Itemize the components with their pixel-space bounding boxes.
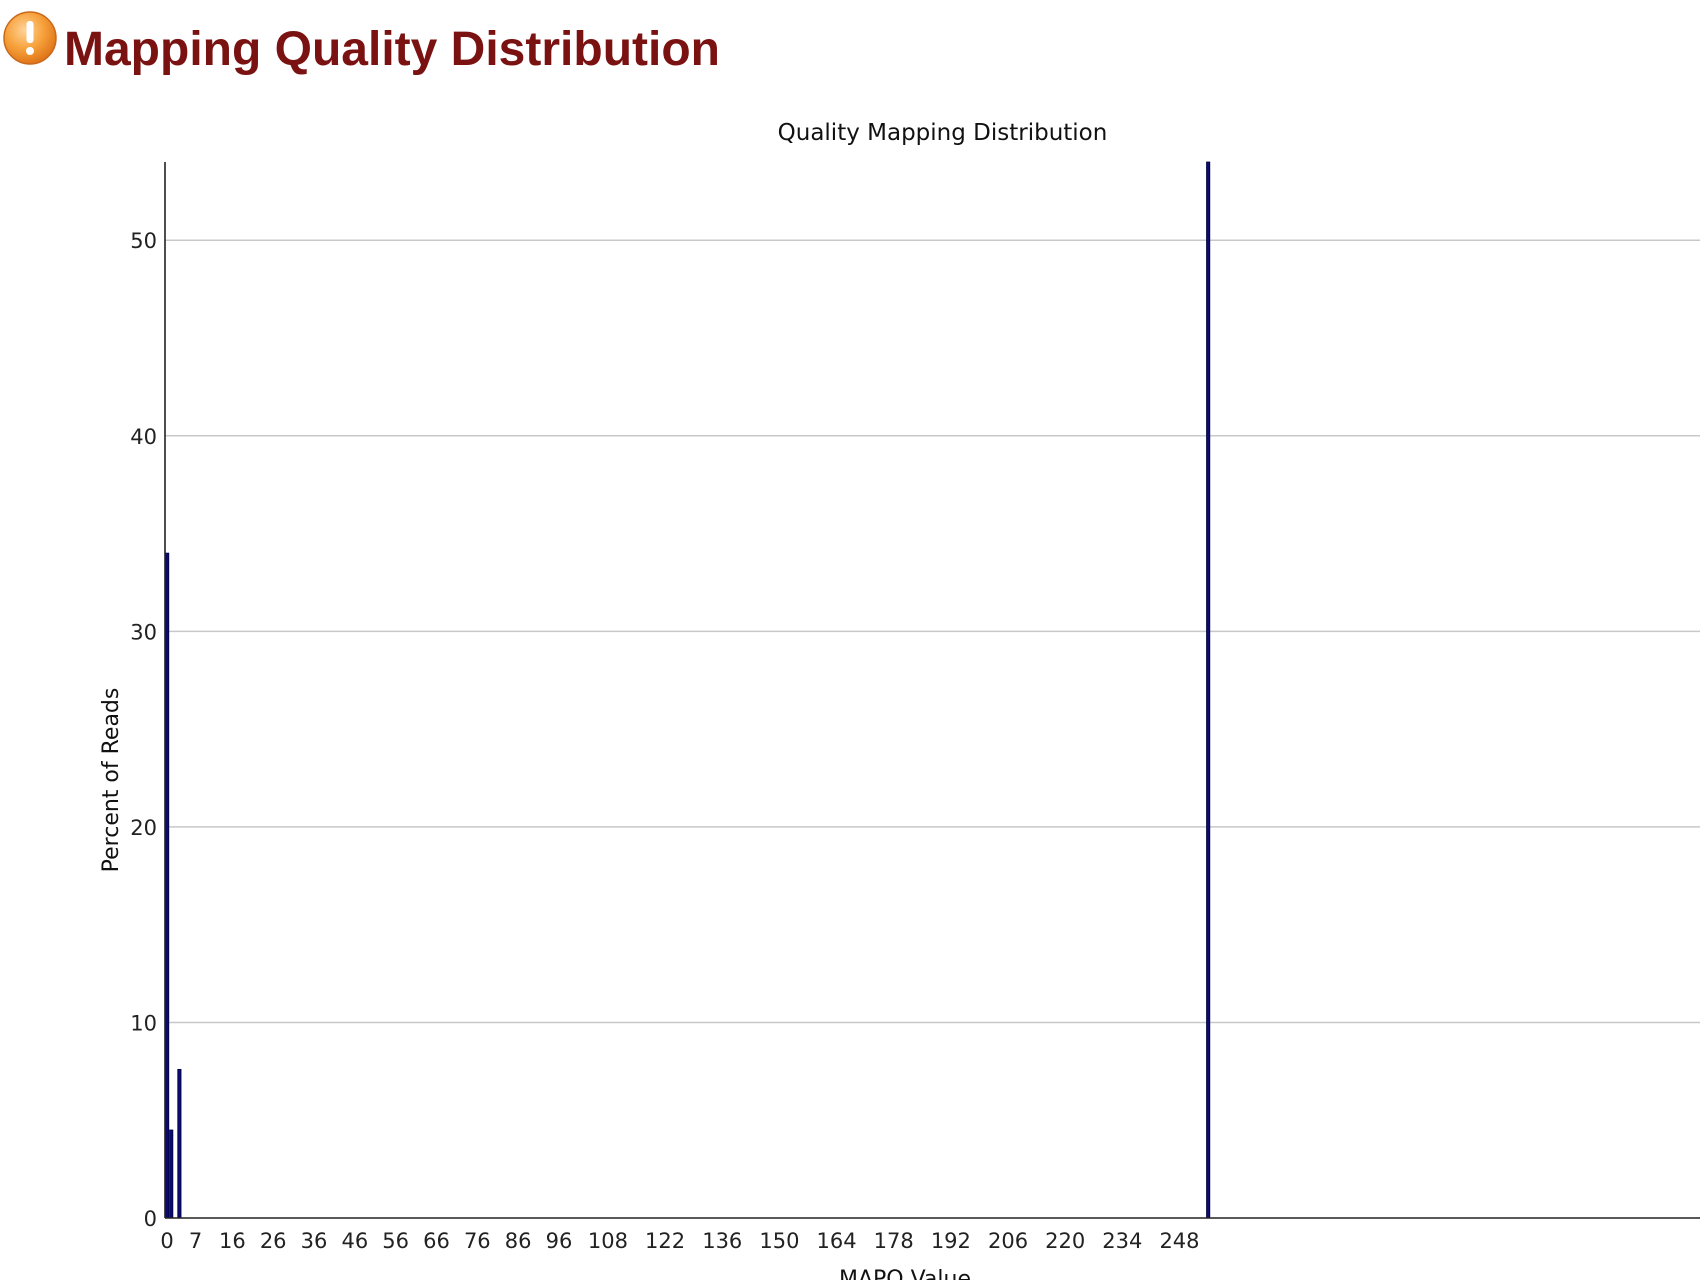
y-tick-label: 40 bbox=[130, 425, 157, 449]
x-tick-label: 150 bbox=[759, 1229, 799, 1253]
bars bbox=[165, 161, 1211, 1219]
x-tick-label: 178 bbox=[874, 1229, 914, 1253]
x-tick-label: 234 bbox=[1102, 1229, 1142, 1253]
bar bbox=[1206, 161, 1211, 1219]
y-tick-label: 0 bbox=[144, 1207, 157, 1231]
x-tick-label: 248 bbox=[1159, 1229, 1199, 1253]
warning-icon bbox=[3, 11, 57, 65]
x-tick-label: 16 bbox=[219, 1229, 246, 1253]
x-tick-label: 0 bbox=[160, 1229, 173, 1253]
x-tick-label: 56 bbox=[382, 1229, 409, 1253]
x-tick-label: 122 bbox=[645, 1229, 685, 1253]
y-tick-labels: 0 10 20 30 40 50 bbox=[130, 229, 157, 1231]
chart-title: Quality Mapping Distribution bbox=[778, 120, 1108, 146]
x-tick-label: 220 bbox=[1045, 1229, 1085, 1253]
bar bbox=[177, 1068, 182, 1219]
x-tick-label: 36 bbox=[301, 1229, 328, 1253]
bar bbox=[165, 552, 170, 1219]
x-tick-label: 108 bbox=[588, 1229, 628, 1253]
x-tick-label: 76 bbox=[464, 1229, 491, 1253]
mapq-bar-chart: Quality Mapping Distribution 0 10 20 30 40 50… bbox=[99, 120, 1700, 1280]
x-tick-label: 96 bbox=[546, 1229, 573, 1253]
x-tick-label: 192 bbox=[931, 1229, 971, 1253]
x-tick-label: 66 bbox=[423, 1229, 450, 1253]
y-tick-label: 20 bbox=[130, 816, 157, 840]
axes bbox=[164, 162, 1700, 1219]
x-tick-label: 136 bbox=[702, 1229, 742, 1253]
x-tick-label: 7 bbox=[189, 1229, 202, 1253]
y-axis-label: Percent of Reads bbox=[99, 688, 124, 873]
grid-lines bbox=[165, 239, 1700, 1024]
y-tick-label: 10 bbox=[130, 1011, 157, 1035]
y-tick-label: 30 bbox=[130, 620, 157, 644]
x-tick-label: 26 bbox=[260, 1229, 287, 1253]
x-tick-labels: 0 7 16 26 36 46 56 66 76 86 96 108 122 136 150 164 178 19… bbox=[160, 1229, 1199, 1253]
x-axis-label: MAPQ Value bbox=[839, 1267, 971, 1280]
page-title: Mapping Quality Distribution bbox=[64, 23, 720, 76]
x-tick-label: 46 bbox=[341, 1229, 368, 1253]
x-tick-label: 164 bbox=[817, 1229, 857, 1253]
x-tick-label: 86 bbox=[505, 1229, 532, 1253]
y-tick-label: 50 bbox=[130, 229, 157, 253]
x-tick-label: 206 bbox=[988, 1229, 1028, 1253]
bar bbox=[169, 1129, 174, 1219]
